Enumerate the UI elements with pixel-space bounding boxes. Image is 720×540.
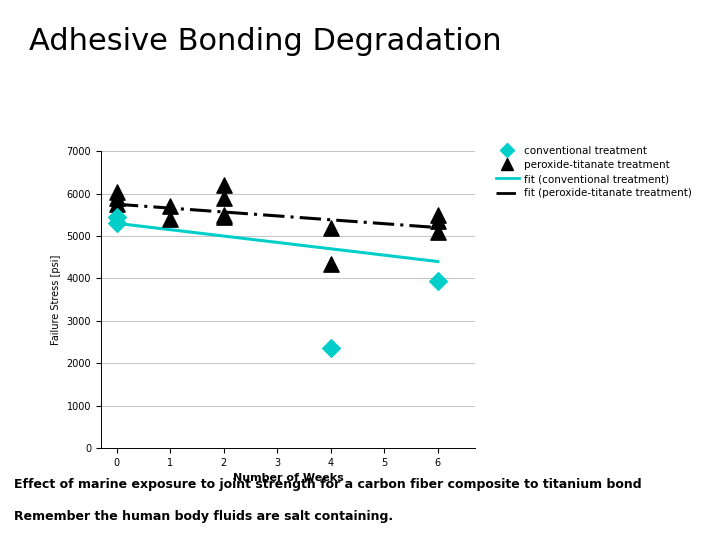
Point (432, 217, 444, 226)
Point (218, 181, 230, 190)
Point (432, 276, 444, 285)
Legend: conventional treatment, peroxide-titanate treatment, fit (conventional treatment: conventional treatment, peroxide-titanat… (492, 141, 696, 202)
Point (111, 187, 122, 196)
Point (111, 219, 122, 228)
Point (218, 213, 230, 221)
Point (218, 193, 230, 202)
Text: Remember the human body fluids are salt containing.: Remember the human body fluids are salt … (14, 510, 394, 523)
Point (165, 215, 176, 224)
Point (432, 211, 444, 219)
Point (325, 344, 336, 353)
Point (111, 200, 122, 208)
Y-axis label: Failure Stress [psi]: Failure Stress [psi] (51, 254, 61, 345)
Text: Effect of marine exposure to joint strength for a carbon fiber composite to tita: Effect of marine exposure to joint stren… (14, 478, 642, 491)
Point (325, 223, 336, 232)
Point (325, 259, 336, 268)
Point (432, 227, 444, 236)
X-axis label: Number of Weeks: Number of Weeks (233, 474, 343, 483)
Point (218, 211, 230, 219)
Text: Adhesive Bonding Degradation: Adhesive Bonding Degradation (29, 27, 501, 56)
Point (111, 213, 122, 221)
Point (165, 202, 176, 211)
Point (111, 193, 122, 202)
